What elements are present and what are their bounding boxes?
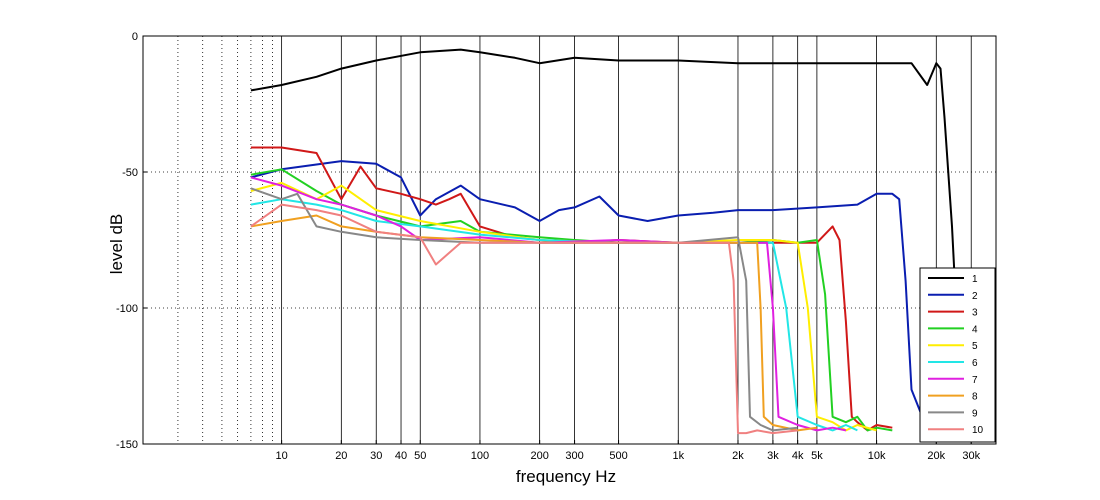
axes: 10 20 30 40 50 100 200 300 500 1k 2k 3k 4k 5k 10k 20k 30… [116, 31, 981, 462]
x-axis-title: frequency Hz [516, 467, 616, 486]
x-tick-label: 30k [962, 450, 980, 462]
x-tick-label: 300 [565, 450, 583, 462]
legend-label-7: 7 [972, 375, 978, 386]
legend-label-1: 1 [972, 274, 978, 285]
y-tick-label: -100 [116, 303, 138, 315]
x-tick-label: 2k [732, 450, 744, 462]
x-tick-label: 1k [672, 450, 684, 462]
x-tick-label: 200 [530, 450, 548, 462]
x-tick-label: 3k [767, 450, 779, 462]
series-line-10 [250, 203, 798, 435]
legend-label-5: 5 [972, 341, 978, 352]
y-axis-title: level dB [107, 214, 126, 274]
y-tick-label: -150 [116, 439, 138, 451]
legend-label-3: 3 [972, 308, 978, 319]
x-tick-label: 100 [471, 450, 489, 462]
legend-label-4: 4 [972, 324, 978, 335]
y-tick-label: -50 [122, 167, 138, 179]
legend-label-2: 2 [972, 291, 978, 302]
x-tick-label: 4k [792, 450, 804, 462]
x-tick-label: 10k [868, 450, 886, 462]
y-tick-label: 0 [132, 31, 138, 43]
series-line-1 [250, 48, 997, 410]
legend-label-9: 9 [972, 408, 978, 419]
series-group [250, 48, 997, 435]
x-tick-label: 20 [335, 450, 347, 462]
legend-label-10: 10 [972, 425, 984, 436]
x-tick-label: 5k [811, 450, 823, 462]
legend-label-6: 6 [972, 358, 978, 369]
x-tick-label: 30 [370, 450, 382, 462]
series-line-2 [250, 160, 945, 432]
x-tick-label: 500 [609, 450, 627, 462]
x-tick-label: 10 [275, 450, 287, 462]
legend: 1 2 3 4 5 6 7 8 9 10 [919, 267, 996, 443]
legend-label-8: 8 [972, 392, 978, 403]
series-line-7 [250, 176, 847, 432]
x-tick-label: 40 [395, 450, 407, 462]
x-tick-label: 20k [927, 450, 945, 462]
x-tick-label: 50 [414, 450, 426, 462]
